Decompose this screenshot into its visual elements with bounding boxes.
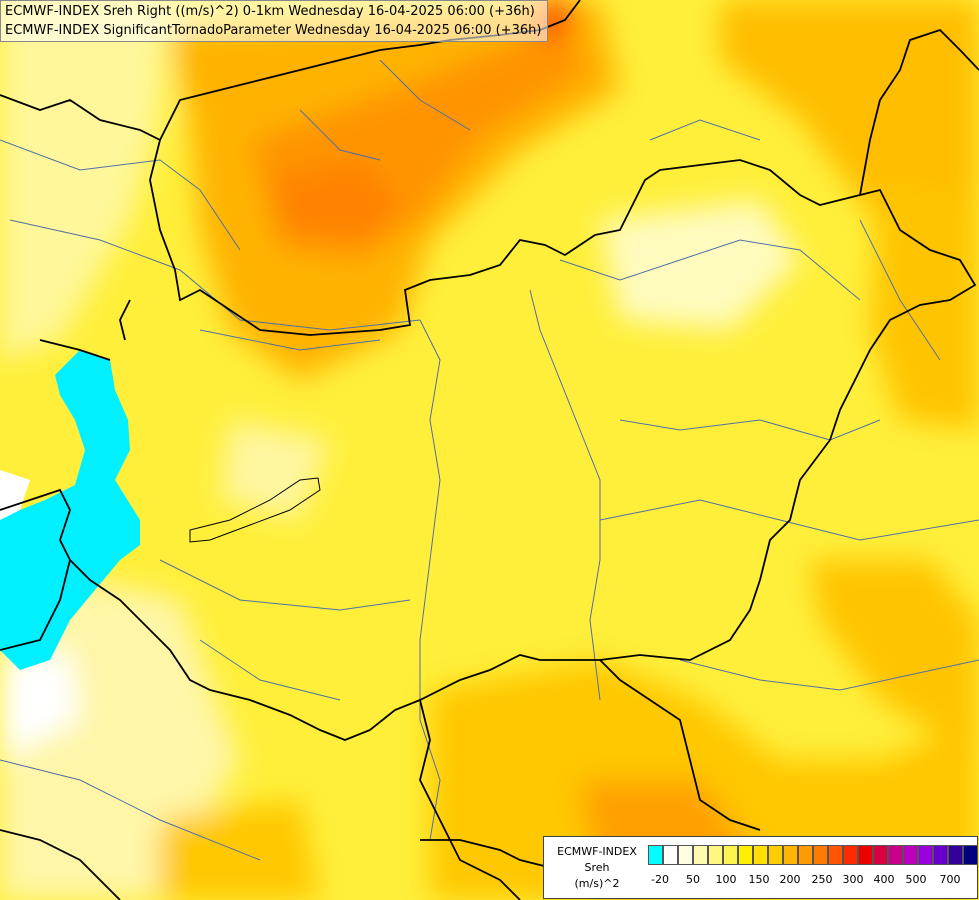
legend-swatch — [948, 845, 963, 865]
legend-swatches — [648, 845, 978, 865]
legend-title-param: Sreh — [584, 861, 610, 874]
legend-tick-label: 150 — [748, 873, 770, 886]
legend-swatch — [768, 845, 783, 865]
legend-swatch — [738, 845, 753, 865]
legend-swatch — [903, 845, 918, 865]
legend-swatch — [828, 845, 843, 865]
legend-swatch — [918, 845, 933, 865]
legend-swatch — [678, 845, 693, 865]
legend-swatch — [648, 845, 663, 865]
rivers — [0, 59, 979, 861]
legend-tick-label: 300 — [842, 873, 864, 886]
legend-tick-label: 400 — [873, 873, 895, 886]
legend-tick-label: 500 — [905, 873, 927, 886]
lake-balaton — [189, 477, 321, 543]
legend-swatch — [963, 845, 978, 865]
legend-title: ECMWF-INDEX Sreh (m/s)^2 — [548, 844, 646, 892]
legend-swatch — [783, 845, 798, 865]
legend-swatch — [813, 845, 828, 865]
legend-tick-label: 200 — [779, 873, 801, 886]
legend-swatch — [723, 845, 738, 865]
color-legend: ECMWF-INDEX Sreh (m/s)^2 -20 50 100 150 200 2… — [543, 836, 978, 899]
title-line-stp: ECMWF-INDEX SignificantTornadoParameter … — [5, 23, 542, 38]
legend-swatch — [663, 845, 678, 865]
legend-title-model: ECMWF-INDEX — [557, 845, 637, 858]
legend-swatch — [873, 845, 888, 865]
legend-tick-label: 50 — [686, 873, 700, 886]
legend-tick-labels: -20 50 100 150 200 250 300 400 500 700 — [648, 873, 978, 889]
legend-swatch — [798, 845, 813, 865]
legend-tick-label: 100 — [715, 873, 737, 886]
legend-swatch — [708, 845, 723, 865]
legend-swatch — [693, 845, 708, 865]
legend-swatch — [858, 845, 873, 865]
legend-swatch — [843, 845, 858, 865]
legend-tick-label: -20 — [651, 873, 669, 886]
legend-swatch — [888, 845, 903, 865]
map-title-box: ECMWF-INDEX Sreh Right ((m/s)^2) 0-1km W… — [0, 0, 548, 42]
legend-tick-label: 700 — [939, 873, 961, 886]
legend-title-units: (m/s)^2 — [574, 877, 620, 890]
legend-swatch — [753, 845, 768, 865]
legend-swatch — [933, 845, 948, 865]
title-line-sreh: ECMWF-INDEX Sreh Right ((m/s)^2) 0-1km W… — [5, 4, 535, 19]
legend-tick-label: 250 — [811, 873, 833, 886]
